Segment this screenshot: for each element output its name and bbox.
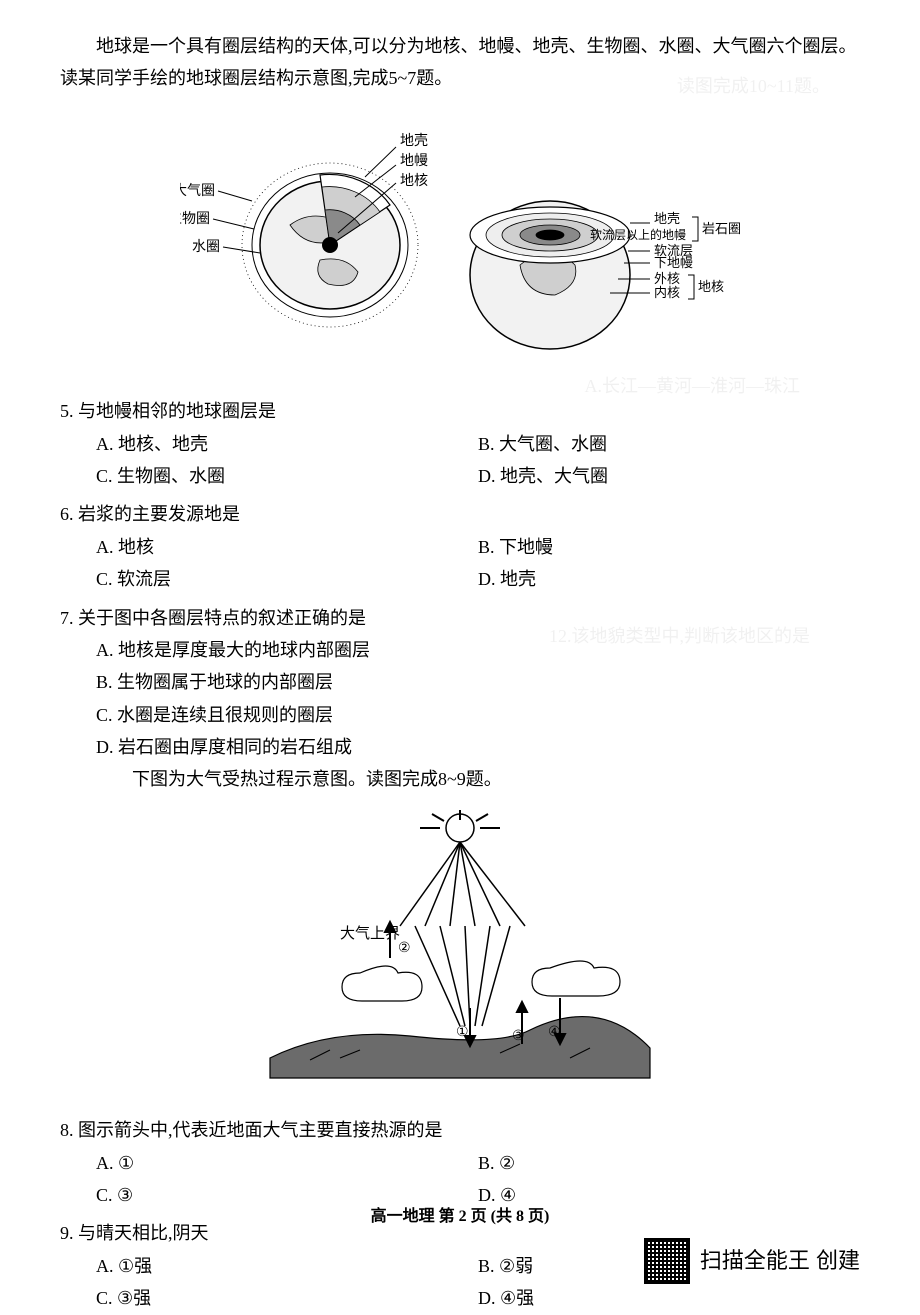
label-r-crust: 地壳 bbox=[654, 211, 680, 226]
q7-stem: 7. 关于图中各圈层特点的叙述正确的是 bbox=[60, 602, 860, 634]
qr-icon bbox=[644, 1238, 690, 1284]
q7-opt-b: B. 生物圈属于地球的内部圈层 bbox=[60, 666, 860, 698]
mark-3: ③ bbox=[512, 1029, 525, 1044]
mark-4: ④ bbox=[548, 1025, 561, 1040]
q7-post: 下图为大气受热过程示意图。读图完成8~9题。 bbox=[60, 763, 860, 795]
label-r-outercore: 外核 bbox=[654, 271, 680, 286]
q6-opt-a: A. 地核 bbox=[96, 531, 478, 563]
q6-stem: 6. 岩浆的主要发源地是 bbox=[60, 498, 860, 530]
label-r-lowermantle: 下地幔 bbox=[654, 255, 693, 270]
q5-opt-b: B. 大气圈、水圈 bbox=[478, 428, 860, 460]
q7-opt-a: A. 地核是厚度最大的地球内部圈层 bbox=[60, 634, 860, 666]
label-core: 地核 bbox=[400, 173, 428, 189]
q9-opt-d: D. ④强 bbox=[478, 1282, 860, 1314]
q7-opt-d: D. 岩石圈由厚度相同的岩石组成 bbox=[60, 731, 860, 763]
figure-atmos-heating: 大气上界 ② bbox=[60, 808, 860, 1098]
question-6: 6. 岩浆的主要发源地是 A. 地核 B. 下地幔 C. 软流层 D. 地壳 bbox=[60, 498, 860, 595]
intro-text: 地球是一个具有圈层结构的天体,可以分为地核、地幔、地壳、生物圈、水圈、大气圈六个… bbox=[60, 30, 860, 95]
label-mantle: 地幔 bbox=[400, 153, 428, 169]
mark-2: ② bbox=[398, 941, 411, 956]
mark-1: ① bbox=[456, 1025, 469, 1040]
label-atmosphere: 大气圈 bbox=[180, 183, 215, 199]
label-crust: 地壳 bbox=[400, 132, 428, 149]
label-r-core: 地核 bbox=[698, 279, 724, 294]
figure-earth-layers: 大气圈 生物圈 水圈 地壳 地幔 地核 bbox=[60, 105, 860, 375]
q6-opt-c: C. 软流层 bbox=[96, 563, 478, 595]
atmos-svg: 大气上界 ② bbox=[250, 808, 670, 1088]
label-r-uppermantle: 软流层以上的地幔 bbox=[590, 227, 686, 242]
label-r-lithosphere: 岩石圈 bbox=[702, 221, 740, 236]
watermark-text: 扫描全能王 创建 bbox=[700, 1241, 860, 1281]
q8-stem: 8. 图示箭头中,代表近地面大气主要直接热源的是 bbox=[60, 1114, 860, 1146]
label-r-innercore: 内核 bbox=[654, 285, 680, 300]
q6-opt-d: D. 地壳 bbox=[478, 563, 860, 595]
q9-opt-a: A. ①强 bbox=[96, 1250, 478, 1282]
q5-opt-c: C. 生物圈、水圈 bbox=[96, 460, 478, 492]
q5-stem: 5. 与地幔相邻的地球圈层是 bbox=[60, 395, 860, 427]
label-biosphere: 生物圈 bbox=[180, 211, 210, 227]
earth-layers-svg: 大气圈 生物圈 水圈 地壳 地幔 地核 bbox=[180, 105, 740, 365]
scanner-watermark: 扫描全能王 创建 bbox=[644, 1238, 860, 1284]
q5-opt-a: A. 地核、地壳 bbox=[96, 428, 478, 460]
question-7: 7. 关于图中各圈层特点的叙述正确的是 A. 地核是厚度最大的地球内部圈层 B.… bbox=[60, 602, 860, 796]
q8-opt-b: B. ② bbox=[478, 1147, 860, 1179]
q5-opt-d: D. 地壳、大气圈 bbox=[478, 460, 860, 492]
page-footer: 高一地理 第 2 页 (共 8 页) bbox=[0, 1203, 920, 1232]
q9-opt-c: C. ③强 bbox=[96, 1282, 478, 1314]
question-8: 8. 图示箭头中,代表近地面大气主要直接热源的是 A. ① B. ② C. ③ … bbox=[60, 1114, 860, 1211]
q7-opt-c: C. 水圈是连续且很规则的圈层 bbox=[60, 699, 860, 731]
q6-opt-b: B. 下地幔 bbox=[478, 531, 860, 563]
q8-opt-a: A. ① bbox=[96, 1147, 478, 1179]
label-hydrosphere: 水圈 bbox=[192, 239, 220, 255]
question-5: 5. 与地幔相邻的地球圈层是 A. 地核、地壳 B. 大气圈、水圈 C. 生物圈… bbox=[60, 395, 860, 492]
